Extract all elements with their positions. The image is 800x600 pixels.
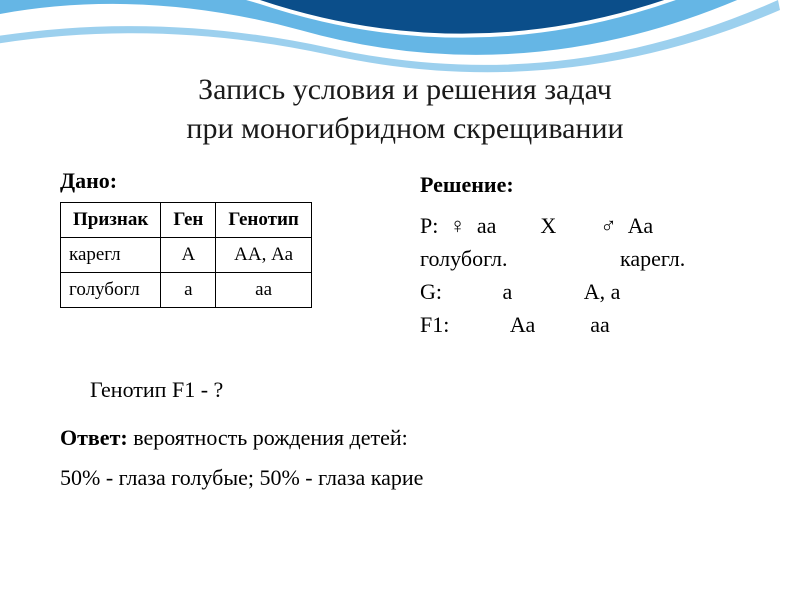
question-line: Генотип F1 - ?: [90, 377, 750, 403]
genotype-table: Признак Ген Генотип карегл А АА, Аа голу…: [60, 202, 312, 308]
col-genotype: Генотип: [216, 203, 312, 238]
table-row: карегл А АА, Аа: [61, 238, 312, 273]
parents-line: P: ♀ аа Х ♂ Аа: [420, 209, 750, 242]
cell-trait: карегл: [61, 238, 161, 273]
table-header-row: Признак Ген Генотип: [61, 203, 312, 238]
solution-block: Решение: P: ♀ аа Х ♂ Аа голубогл. карегл…: [420, 168, 750, 341]
col-gene: Ген: [161, 203, 216, 238]
pheno-male: карегл.: [620, 242, 685, 275]
cell-gene: А: [161, 238, 216, 273]
f1-line: F1: Аа аа: [420, 308, 750, 341]
answer-label: Ответ:: [60, 425, 133, 450]
cell-gene: а: [161, 273, 216, 308]
phenotype-line: голубогл. карегл.: [420, 242, 750, 275]
answer-text: вероятность рождения детей:: [133, 425, 408, 450]
answer-line: Ответ: вероятность рождения детей:: [60, 425, 750, 451]
col-trait: Признак: [61, 203, 161, 238]
cell-genotype: АА, Аа: [216, 238, 312, 273]
cell-genotype: аа: [216, 273, 312, 308]
title-line-1: Запись условия и решения задач: [198, 73, 612, 106]
title-line-2: при моногибридном скрещивании: [186, 112, 623, 145]
given-label: Дано:: [60, 168, 380, 194]
cell-trait: голубогл: [61, 273, 161, 308]
slide-title: Запись условия и решения задач при моног…: [60, 70, 750, 148]
gametes-line: G: а А, а: [420, 275, 750, 308]
pheno-female: голубогл.: [420, 242, 620, 275]
answer-result: 50% - глаза голубые; 50% - глаза карие: [60, 465, 750, 491]
solution-label: Решение:: [420, 168, 750, 201]
table-row: голубогл а аа: [61, 273, 312, 308]
